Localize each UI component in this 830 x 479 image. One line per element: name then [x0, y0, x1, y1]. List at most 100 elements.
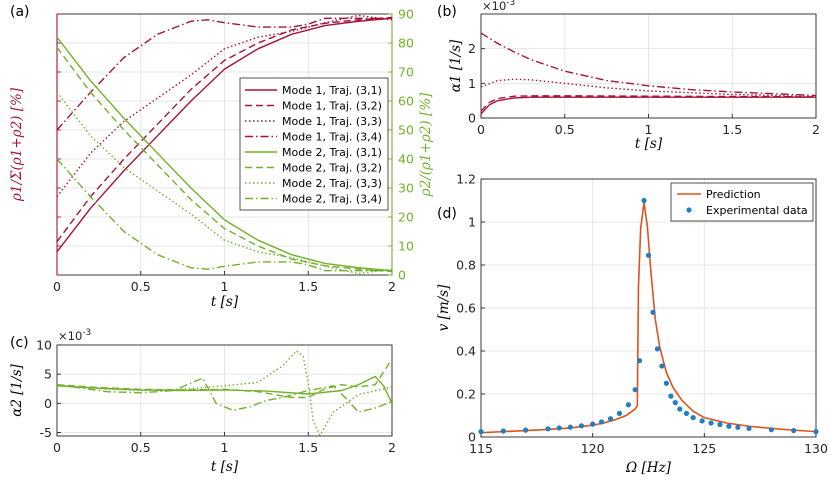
prediction-line: [480, 201, 817, 434]
x-tick-label: 1.5: [722, 122, 742, 137]
right-y-tick-label: 20: [398, 210, 414, 225]
x-tick-label: 115: [469, 441, 493, 456]
right-y-tick-label: 30: [398, 181, 414, 196]
panel-label: (b): [437, 4, 457, 20]
experimental-point: [726, 423, 732, 429]
x-tick-label: 1: [221, 279, 229, 294]
experimental-point: [813, 429, 819, 435]
x-tick-label: 0: [53, 279, 61, 294]
y-tick-label: 10: [36, 338, 52, 353]
experimental-point: [545, 426, 551, 432]
x-tick-label: 1.5: [298, 440, 318, 455]
y-tick-label: 0: [468, 430, 476, 445]
panel-label: (d): [437, 206, 457, 222]
y-tick-label: 0.8: [456, 258, 476, 273]
series-line: Mode 2, Traj. (3,1): [56, 36, 393, 272]
series-line: Mode 1, Traj. (3,4): [480, 32, 817, 97]
series-line: Mode 2, Traj. (3,3): [56, 91, 393, 275]
y-tick-label: -5: [40, 425, 52, 440]
experimental-point: [650, 309, 656, 315]
legend-box: [239, 77, 389, 211]
x-tick-label: 1.5: [298, 279, 318, 294]
legend-entry: Prediction: [706, 188, 761, 201]
experimental-point: [768, 427, 774, 433]
series-line: Mode 1, Traj. (3,4): [56, 17, 392, 131]
axis-multiplier: ×10-3: [482, 0, 515, 13]
experimental-point: [578, 423, 585, 429]
x-tick-label: 130: [804, 441, 828, 456]
experimental-point: [791, 427, 797, 434]
legend-entry: Mode 1, Traj. (3,2): [282, 100, 382, 113]
experimental-point: [668, 393, 674, 399]
panel-d: 115 120 125 130 0 0.2 0.4 0.6 0.8 1 1.2 (d) Ω [Hz] v …: [436, 172, 828, 477]
experimental-point: [607, 416, 614, 422]
y-tick-label: 0: [468, 111, 476, 126]
x-tick-label: 0: [53, 440, 61, 455]
y-axis-label: v [m/s]: [436, 284, 452, 331]
legend-entry: Mode 1, Traj. (3,1): [282, 84, 382, 97]
series-line: Mode 2, Traj. (3,4): [56, 158, 392, 272]
right-y-tick-label: 60: [398, 94, 414, 109]
y-axis-label-right: ρ2/(ρ1+ρ2) [%]: [418, 92, 434, 197]
x-axis-label: Ω [Hz]: [625, 460, 672, 476]
y-tick-label: 0.4: [456, 344, 476, 359]
axis-multiplier: ×10-3: [58, 328, 91, 343]
experimental-point: [478, 429, 484, 435]
y-tick-label: 1: [468, 76, 476, 91]
legend: Prediction Experimental data: [670, 182, 814, 222]
axis-multiplier-base: ×10: [482, 0, 506, 13]
series-line: Mode 1, Traj. (3,2): [56, 16, 393, 243]
series-line: Mode 1, Traj. (3,2): [480, 95, 817, 112]
x-tick-label: 125: [692, 441, 716, 456]
series-line: Mode 1, Traj. (3,1): [480, 96, 816, 115]
y-tick-label: 0.2: [456, 387, 476, 402]
y-tick-label: 1: [468, 215, 476, 230]
x-tick-label: 0.5: [131, 279, 151, 294]
x-tick-label: 2: [812, 122, 820, 137]
experimental-point: [663, 380, 669, 386]
y-tick-label: 0: [44, 396, 52, 411]
experimental-point: [500, 428, 506, 434]
right-y-tick-label: 80: [398, 36, 414, 51]
series-line: Mode 1, Traj. (3,3): [480, 78, 817, 98]
legend-entry: Mode 2, Traj. (3,1): [282, 146, 382, 159]
legend-swatch-experimental: [686, 207, 692, 213]
x-axis-label: t [s]: [635, 136, 663, 152]
y-axis-label: α2 [1/s]: [9, 363, 25, 416]
experimental-point: [735, 424, 741, 430]
legend-entry: Experimental data: [706, 204, 808, 217]
experimental-point: [556, 425, 562, 431]
experimental-point: [654, 346, 661, 352]
experimental-point: [659, 363, 665, 369]
panel-label: (c): [10, 335, 29, 351]
y-tick-label: 1.2: [456, 172, 476, 187]
experimental-point: [567, 424, 573, 430]
experimental-point: [708, 420, 714, 426]
right-y-tick-label: 0: [398, 268, 406, 283]
x-tick-label: 0.5: [555, 122, 575, 137]
legend-entry: Mode 1, Traj. (3,4): [282, 131, 382, 144]
x-tick-label: 2: [388, 279, 396, 294]
experimental-point: [717, 421, 723, 428]
right-y-tick-label: 90: [398, 7, 414, 22]
x-axis-label: t [s]: [211, 459, 239, 475]
series-line: Mode 2, Traj. (3,2): [56, 46, 393, 273]
right-y-tick-label: 40: [398, 152, 414, 167]
legend-entry: Mode 2, Traj. (3,2): [282, 162, 382, 175]
x-tick-label: 0: [477, 122, 485, 137]
y-tick-label: 2: [468, 41, 476, 56]
right-y-tick-label: 70: [398, 65, 414, 80]
panel-a: 0 0.5 1 1.5 20102030405060708090Mode 1, Traj…: [9, 4, 434, 310]
x-tick-label: 120: [581, 441, 605, 456]
series-line: Mode 1, Traj. (3,1): [56, 17, 393, 253]
series-line: Mode 2, Traj. (3,2): [57, 358, 392, 399]
x-tick-label: 0.5: [131, 440, 151, 455]
right-y-tick-label: 50: [398, 123, 414, 138]
plot-area: Mode 2, Traj. (3,1)Mode 2, Traj. (3,2)Mo…: [57, 350, 392, 436]
legend-entry: Mode 1, Traj. (3,3): [282, 115, 382, 128]
y-axis-label: α1 [1/s]: [448, 39, 464, 92]
axis-multiplier-exponent: -3: [506, 0, 515, 8]
x-tick-label: 2: [388, 440, 396, 455]
series-line: Mode 2, Traj. (3,4): [57, 377, 392, 413]
